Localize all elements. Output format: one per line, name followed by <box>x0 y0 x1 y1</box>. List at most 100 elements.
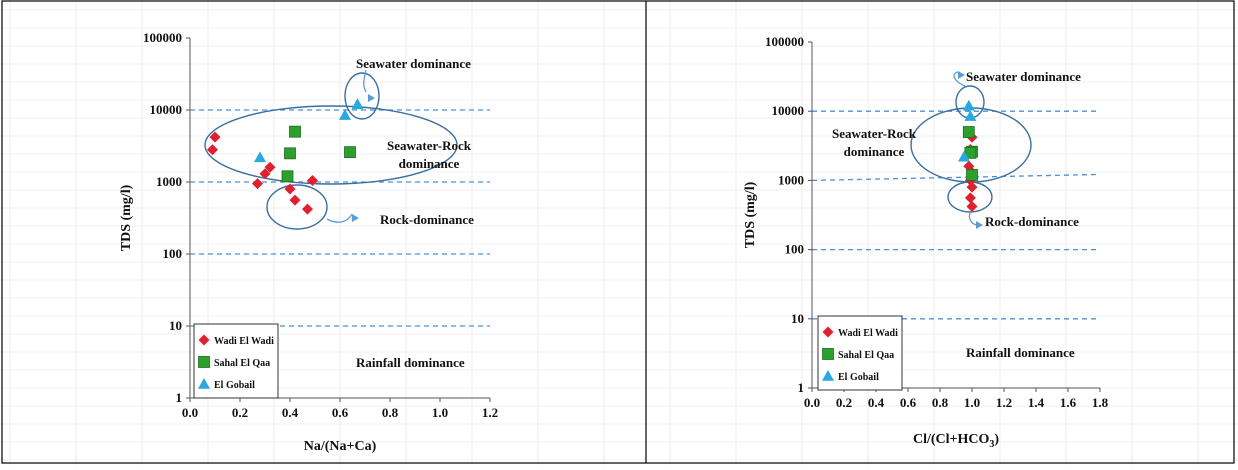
data-point-el-gobail <box>339 109 351 120</box>
label-seawater-rock: Seawater-Rock <box>387 138 472 153</box>
x-tick-label: 0.2 <box>232 405 248 420</box>
x-tick-label: 0.6 <box>332 405 349 420</box>
x-tick-label: 0.2 <box>836 395 852 410</box>
x-tick-label: 0.8 <box>382 405 399 420</box>
label-seawater-rock-dominance: dominance <box>844 144 905 159</box>
data-point-el-gobail <box>822 370 834 381</box>
y-tick-label: 10 <box>791 311 804 326</box>
data-point-wadi-el-wadi <box>264 161 276 173</box>
chart-na-ratio: 1 10 100 1000 10000 100000 0.0 0.2 0.4 0.6 0.8 1.0 1… <box>119 30 498 454</box>
data-point-sahal-el-qaa <box>289 125 301 138</box>
arrow-seawater <box>363 69 367 93</box>
x-tick-label: 1.2 <box>996 395 1012 410</box>
y-tick-label: 10 <box>169 318 182 333</box>
x-tick-label: 1.0 <box>964 395 980 410</box>
data-point-wadi-el-wadi <box>284 183 296 195</box>
label-seawater-dominance: Seawater dominance <box>356 56 471 71</box>
label-seawater-dominance: Seawater dominance <box>966 69 1081 84</box>
data-point-sahal-el-qaa <box>284 147 296 160</box>
data-point-sahal-el-qaa <box>344 146 356 159</box>
label-rainfall-dominance: Rainfall dominance <box>356 355 465 370</box>
ellipse-seawater <box>344 72 380 120</box>
x-axis-title-main: Cl/(Cl+HCO <box>913 432 990 447</box>
x-tick-label: 1.8 <box>1092 395 1109 410</box>
y-tick-label: 1000 <box>156 174 182 189</box>
legend: Wadi El Wadi Sahal El Qaa El Gobail <box>193 323 279 399</box>
arrow-seawater <box>953 71 966 87</box>
arrow-seawater-head <box>958 71 965 79</box>
data-point-wadi-el-wadi <box>259 168 271 180</box>
y-tick-label: 1 <box>176 390 183 405</box>
x-tick-label: 0.6 <box>900 395 917 410</box>
y-tick-label: 100 <box>163 246 183 261</box>
legend-label: El Gobail <box>838 372 879 383</box>
x-axis-title-sub: 3 <box>989 439 994 450</box>
label-rock-dominance: Rock-dominance <box>985 214 1079 229</box>
x-tick-label: 0.0 <box>804 395 820 410</box>
data-point-el-gobail <box>351 98 364 110</box>
data-point-wadi-el-wadi <box>302 203 313 215</box>
y-tick-label: 10000 <box>772 103 805 118</box>
arrow-rock-head <box>976 221 983 229</box>
y-tick-label: 100 <box>785 242 805 257</box>
data-point-el-gobail <box>964 110 977 121</box>
y-tick-label: 10000 <box>150 102 183 117</box>
legend-label: Sahal El Qaa <box>214 358 270 369</box>
data-point-wadi-el-wadi <box>252 178 263 190</box>
data-point-sahal-el-qaa <box>198 356 210 368</box>
arrow-seawater-head <box>368 94 375 102</box>
data-point-wadi-el-wadi <box>198 334 210 346</box>
data-point-sahal-el-qaa <box>966 169 978 181</box>
legend: Wadi El Wadi Sahal El Qaa El Gobail <box>817 315 903 391</box>
ellipse-seawater-rock <box>204 105 458 185</box>
x-tick-label: 1.0 <box>432 405 448 420</box>
label-seawater-rock-dominance: dominance <box>399 156 460 171</box>
data-point-wadi-el-wadi <box>207 144 218 156</box>
data-point-el-gobail <box>198 378 210 389</box>
data-point-wadi-el-wadi <box>289 194 301 206</box>
data-point-el-gobail <box>958 150 970 162</box>
legend-label: El Gobail <box>214 380 255 391</box>
legend-label: Sahal El Qaa <box>838 350 894 361</box>
reference-line <box>811 173 1101 182</box>
data-point-el-gobail <box>254 151 266 163</box>
legend-label: Wadi El Wadi <box>838 328 898 339</box>
label-rock-dominance: Rock-dominance <box>380 212 474 227</box>
y-tick-label: 1000 <box>778 172 804 187</box>
y-tick-label: 100000 <box>143 30 182 45</box>
x-tick-label: 0.4 <box>282 405 299 420</box>
x-axis-title-end: ) <box>994 432 999 447</box>
data-point-wadi-el-wadi <box>209 131 221 143</box>
arrow-rock-head <box>352 214 359 222</box>
y-tick-label: 1 <box>798 380 805 395</box>
data-point-wadi-el-wadi <box>966 181 978 193</box>
x-tick-label: 1.4 <box>1028 395 1045 410</box>
x-tick-label: 0.4 <box>868 395 885 410</box>
chart-cl-ratio: 1 10 100 1000 10000 100000 0.0 0.2 0.4 0.6 0.8 1.0 1… <box>743 34 1109 450</box>
x-tick-label: 1.6 <box>1060 395 1077 410</box>
y-axis-title: TDS (mg/l) <box>119 184 134 251</box>
data-point-sahal-el-qaa <box>822 348 834 360</box>
data-point-el-gobail <box>962 99 975 111</box>
label-seawater-rock: Seawater-Rock <box>832 126 917 141</box>
x-tick-label: 0.0 <box>182 405 198 420</box>
x-axis-title: Na/(Na+Ca) <box>304 439 377 454</box>
ellipse-rock <box>266 184 328 230</box>
y-axis-title: TDS (mg/l) <box>743 181 758 248</box>
data-point-wadi-el-wadi <box>966 200 978 212</box>
x-axis-title: Cl/(Cl+HCO3) <box>913 432 999 450</box>
data-point-sahal-el-qaa <box>962 126 975 138</box>
x-tick-label: 1.2 <box>482 405 498 420</box>
y-tick-label: 100000 <box>765 34 804 49</box>
data-point-wadi-el-wadi <box>307 174 318 186</box>
arrow-rock <box>326 213 353 223</box>
legend-label: Wadi El Wadi <box>214 336 274 347</box>
label-rainfall-dominance: Rainfall dominance <box>966 345 1075 360</box>
data-point-wadi-el-wadi <box>964 192 976 204</box>
data-point-wadi-el-wadi <box>822 326 834 338</box>
x-tick-label: 0.8 <box>932 395 949 410</box>
